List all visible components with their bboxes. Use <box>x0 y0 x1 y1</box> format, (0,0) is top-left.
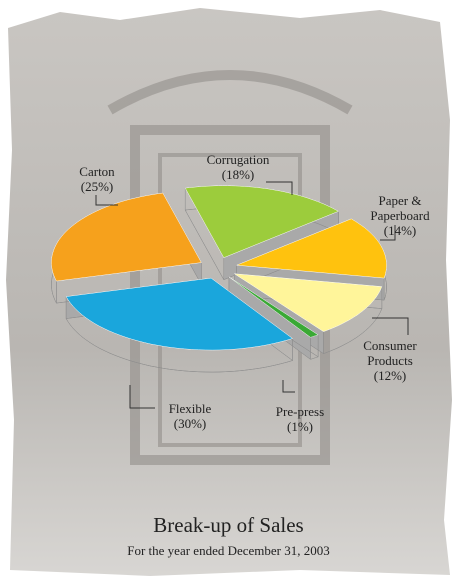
chart-title: Break-up of Sales <box>153 513 304 537</box>
slice <box>184 185 340 259</box>
slice <box>51 192 202 282</box>
slice-label: Consumer Products (12%) <box>350 338 430 383</box>
category-label: Pre-press <box>275 404 325 419</box>
slice <box>228 276 319 338</box>
value-label: (14%) <box>383 223 417 238</box>
slice <box>65 277 294 351</box>
slice-label: Pre-press (1%) <box>255 404 345 434</box>
value-label: (30%) <box>173 416 207 431</box>
slice-label: Flexible (30%) <box>145 401 235 431</box>
value-label: (1%) <box>287 419 313 434</box>
value-label: (12%) <box>373 368 407 383</box>
chart-subtitle: For the year ended December 31, 2003 <box>127 543 330 558</box>
category-label: Flexible <box>168 401 212 416</box>
slice <box>234 273 383 332</box>
category-label: Corrugation <box>206 152 270 167</box>
slice-label: Paper & Paperboard (14%) <box>360 193 440 238</box>
pie <box>51 185 387 373</box>
category-label: Consumer Products <box>363 338 417 368</box>
category-label: Paper & Paperboard <box>370 193 430 223</box>
value-label: (25%) <box>80 179 114 194</box>
slice-label: Carton (25%) <box>52 164 142 194</box>
slice-side <box>228 276 319 360</box>
category-label: Carton <box>79 164 115 179</box>
value-label: (18%) <box>221 167 255 182</box>
slice <box>236 218 387 279</box>
leader-lines <box>95 181 409 409</box>
slice-label: Corrugation (18%) <box>193 152 283 182</box>
